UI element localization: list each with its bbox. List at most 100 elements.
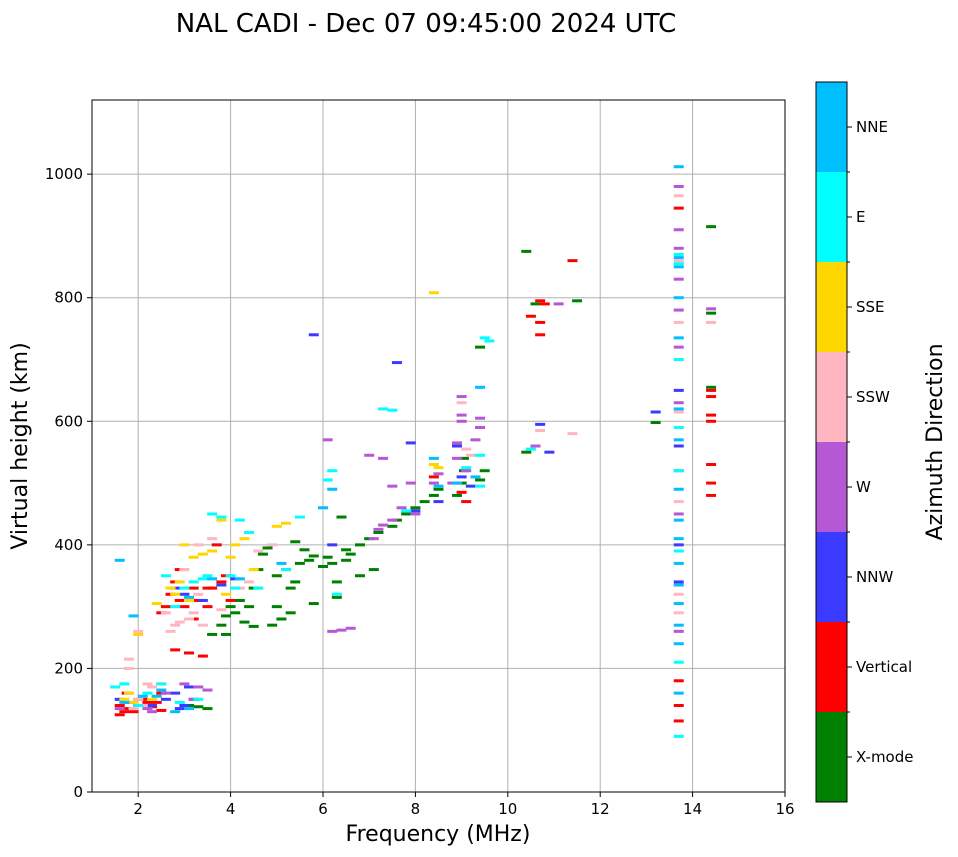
data-point bbox=[673, 206, 684, 210]
data-point bbox=[318, 506, 328, 510]
data-point bbox=[327, 543, 338, 547]
data-point bbox=[706, 463, 717, 467]
data-point bbox=[147, 704, 158, 707]
data-point bbox=[220, 632, 231, 636]
data-point bbox=[234, 577, 245, 581]
data-point bbox=[220, 614, 231, 618]
x-tick-label: 16 bbox=[775, 800, 794, 818]
data-point bbox=[239, 537, 250, 541]
data-point bbox=[257, 552, 268, 556]
data-point bbox=[525, 447, 536, 451]
data-point bbox=[160, 574, 171, 578]
data-point bbox=[673, 580, 684, 584]
data-point bbox=[673, 629, 684, 633]
y-tick-label: 0 bbox=[73, 783, 83, 801]
data-point bbox=[174, 700, 185, 704]
data-point bbox=[673, 543, 684, 547]
data-point bbox=[234, 518, 245, 522]
data-point bbox=[673, 537, 684, 541]
colorbar-tick-label: E bbox=[856, 208, 865, 226]
colorbar-label: Azimuth Direction bbox=[923, 343, 948, 540]
data-point bbox=[174, 598, 185, 602]
data-point bbox=[673, 602, 684, 606]
data-point bbox=[128, 614, 139, 618]
data-point bbox=[197, 552, 208, 556]
data-point bbox=[535, 429, 546, 433]
data-point bbox=[673, 296, 684, 300]
data-point bbox=[368, 568, 379, 572]
data-point bbox=[170, 691, 181, 695]
data-point bbox=[673, 277, 684, 281]
data-point bbox=[318, 564, 328, 568]
data-point bbox=[184, 685, 195, 689]
data-point bbox=[673, 425, 684, 429]
y-tick-label: 400 bbox=[54, 536, 83, 554]
data-point bbox=[336, 515, 347, 519]
data-point bbox=[451, 493, 462, 497]
data-point bbox=[151, 694, 162, 698]
series-nnw bbox=[114, 333, 684, 711]
data-point bbox=[673, 444, 684, 448]
data-point bbox=[271, 574, 282, 578]
data-point bbox=[567, 259, 578, 263]
data-point bbox=[179, 586, 190, 590]
data-point bbox=[128, 710, 139, 714]
colorbar: X-mode Vertical NNW W SSW SSE E NNE bbox=[815, 81, 913, 803]
data-point bbox=[133, 697, 144, 701]
data-point bbox=[114, 558, 125, 562]
data-point bbox=[673, 194, 684, 198]
data-point bbox=[128, 700, 139, 704]
data-point bbox=[202, 574, 213, 578]
data-point bbox=[133, 632, 144, 636]
data-point bbox=[451, 481, 462, 485]
data-point bbox=[202, 707, 213, 711]
colorbar-tick-label: X-mode bbox=[856, 748, 913, 766]
data-point bbox=[119, 700, 130, 704]
data-point bbox=[151, 602, 162, 606]
colorbar-tick-label: NNW bbox=[856, 568, 893, 586]
data-point bbox=[428, 493, 439, 497]
colorbar-frame bbox=[815, 81, 848, 803]
data-point bbox=[706, 388, 717, 392]
data-point bbox=[174, 580, 185, 584]
data-point bbox=[706, 311, 717, 315]
data-point bbox=[673, 583, 684, 587]
data-point bbox=[341, 558, 352, 562]
data-point bbox=[220, 592, 231, 596]
data-point bbox=[475, 453, 486, 457]
data-point bbox=[354, 574, 365, 578]
data-point bbox=[378, 407, 389, 411]
data-point bbox=[156, 688, 167, 692]
series-sse bbox=[119, 291, 444, 704]
data-point bbox=[475, 385, 486, 389]
data-point bbox=[322, 478, 333, 482]
data-point bbox=[401, 512, 412, 516]
y-tick-label: 600 bbox=[54, 412, 83, 430]
data-point bbox=[706, 225, 717, 229]
data-point bbox=[123, 657, 134, 661]
data-point bbox=[673, 407, 684, 411]
x-axis-ticks: 2 4 6 8 10 12 14 16 bbox=[133, 792, 795, 818]
data-point bbox=[304, 558, 315, 562]
data-point bbox=[202, 688, 213, 692]
data-point bbox=[456, 490, 467, 494]
colorbar-segment bbox=[816, 172, 847, 262]
data-point bbox=[673, 512, 684, 516]
data-point bbox=[225, 574, 236, 578]
colorbar-tick-label: W bbox=[856, 478, 871, 496]
data-point bbox=[673, 487, 684, 491]
data-point bbox=[142, 707, 153, 711]
data-point bbox=[470, 475, 481, 479]
data-point bbox=[673, 623, 684, 627]
data-point bbox=[530, 444, 541, 448]
colorbar-segment bbox=[816, 712, 847, 802]
data-point bbox=[673, 469, 684, 473]
y-tick-label: 800 bbox=[54, 289, 83, 307]
data-point bbox=[170, 648, 181, 652]
data-point bbox=[456, 419, 467, 423]
data-point bbox=[673, 265, 684, 269]
data-point bbox=[673, 561, 684, 565]
data-point bbox=[535, 320, 546, 324]
data-point bbox=[207, 512, 218, 516]
data-point bbox=[673, 500, 684, 504]
